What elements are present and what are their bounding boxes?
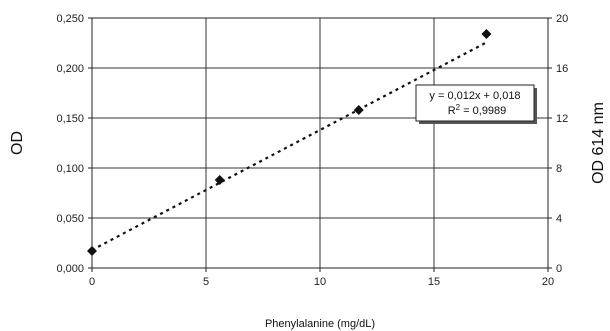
equation-box: y = 0,012x + 0,018 R2 = 0,9989 [415,84,537,124]
r-squared-label: R2 = 0,9989 [448,103,507,118]
y-axis-left-title: OD [9,131,26,155]
trendline-equation: y = 0,012x + 0,018 [429,90,520,102]
r-squared-value: = 0,9989 [460,105,506,117]
y-left-tick-label: 0,200 [56,63,84,75]
data-point [87,246,97,256]
data-point [353,105,364,115]
y-right-tick-label: 12 [556,113,568,125]
x-tick-label: 15 [428,276,440,288]
x-tick-label: 0 [89,276,95,288]
y-right-tick-label: 20 [556,13,568,25]
y-left-tick-label: 0,050 [56,213,84,225]
data-points [87,29,492,256]
data-point [214,175,225,185]
data-point [481,29,492,39]
equation-box-frame [415,84,535,122]
grid-lines [92,18,548,268]
y-left-tick-label: 0,250 [56,13,84,25]
tick-labels: 0 5 10 15 20 0,000 0,050 0,100 0,150 0,200 0,250 0 4… [56,13,568,288]
x-tick-label: 10 [314,276,326,288]
y-left-tick-label: 0,150 [56,113,84,125]
y-right-tick-label: 4 [556,213,562,225]
x-axis-title: Phenylalanine (mg/dL) [265,318,375,330]
y-axis-right-title: OD 614 nm [590,102,607,184]
y-right-tick-label: 0 [556,263,562,275]
y-left-tick-label: 0,000 [56,263,84,275]
x-tick-label: 5 [203,276,209,288]
r-squared-superscript: 2 [456,103,461,112]
trendline [91,41,487,251]
y-left-tick-label: 0,100 [56,163,84,175]
r-squared-symbol: R [448,105,456,117]
trendline-layer [91,41,487,251]
tick-marks [88,17,552,272]
y-right-tick-label: 8 [556,163,562,175]
y-right-tick-label: 16 [556,63,568,75]
x-tick-label: 20 [542,276,554,288]
